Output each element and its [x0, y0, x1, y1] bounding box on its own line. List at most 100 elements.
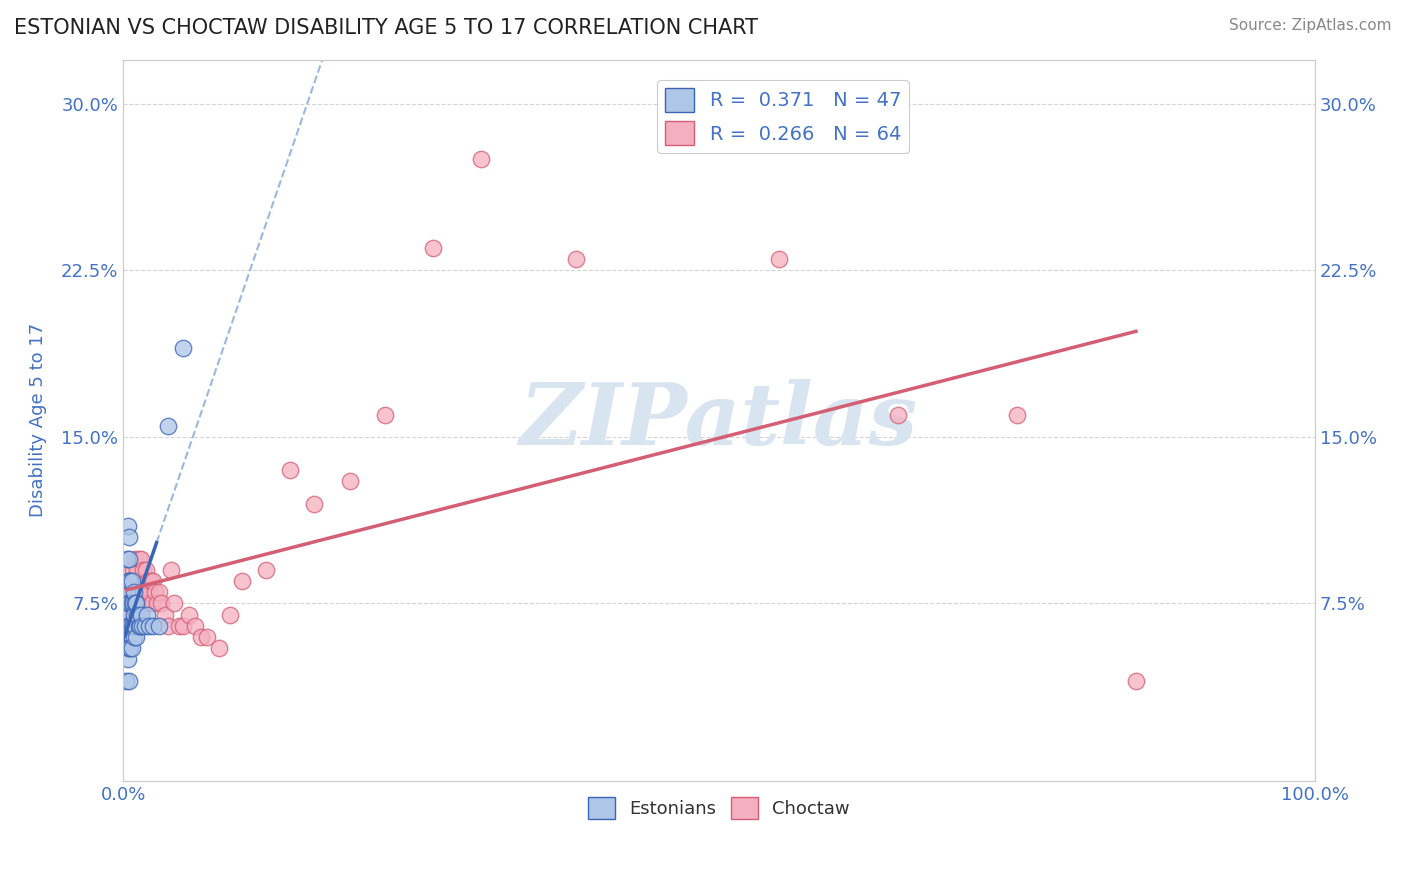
- Point: [118, 618, 141, 632]
- Text: Source: ZipAtlas.com: Source: ZipAtlas.com: [1229, 18, 1392, 33]
- Point: [125, 630, 148, 644]
- Point: [136, 607, 159, 622]
- Point: [117, 652, 139, 666]
- Point: [143, 585, 166, 599]
- Point: [150, 596, 173, 610]
- Point: [122, 607, 145, 622]
- Point: [302, 497, 325, 511]
- Point: [115, 585, 138, 599]
- Point: [190, 630, 212, 644]
- Point: [118, 530, 141, 544]
- Point: [122, 585, 145, 599]
- Point: [121, 618, 143, 632]
- Point: [121, 596, 143, 610]
- Point: [118, 574, 141, 589]
- Point: [121, 574, 143, 589]
- Point: [195, 630, 218, 644]
- Point: [145, 596, 167, 610]
- Point: [128, 552, 150, 566]
- Point: [148, 618, 170, 632]
- Point: [129, 596, 152, 610]
- Point: [172, 341, 194, 355]
- Point: [115, 607, 138, 622]
- Point: [139, 574, 162, 589]
- Point: [124, 585, 146, 599]
- Legend: Estonians, Choctaw: Estonians, Choctaw: [581, 789, 858, 826]
- Point: [121, 618, 143, 632]
- Point: [129, 607, 152, 622]
- Point: [135, 563, 157, 577]
- Point: [117, 574, 139, 589]
- Point: [128, 618, 150, 632]
- Point: [128, 574, 150, 589]
- Point: [1125, 674, 1147, 689]
- Point: [254, 563, 277, 577]
- Point: [160, 563, 183, 577]
- Point: [120, 618, 142, 632]
- Point: [118, 552, 141, 566]
- Point: [134, 585, 156, 599]
- Point: [120, 640, 142, 655]
- Point: [118, 585, 141, 599]
- Point: [141, 596, 163, 610]
- Point: [142, 618, 165, 632]
- Point: [136, 574, 159, 589]
- Point: [122, 574, 145, 589]
- Point: [374, 408, 396, 422]
- Point: [115, 618, 138, 632]
- Point: [121, 596, 143, 610]
- Point: [157, 418, 180, 433]
- Point: [183, 618, 205, 632]
- Point: [118, 640, 141, 655]
- Point: [131, 618, 153, 632]
- Text: ZIPatlas: ZIPatlas: [520, 378, 918, 462]
- Point: [142, 574, 165, 589]
- Point: [172, 618, 194, 632]
- Text: ESTONIAN VS CHOCTAW DISABILITY AGE 5 TO 17 CORRELATION CHART: ESTONIAN VS CHOCTAW DISABILITY AGE 5 TO …: [14, 18, 758, 37]
- Point: [124, 618, 146, 632]
- Point: [128, 585, 150, 599]
- Point: [121, 563, 143, 577]
- Point: [114, 618, 136, 632]
- Point: [153, 607, 176, 622]
- Point: [117, 596, 139, 610]
- Point: [163, 596, 186, 610]
- Point: [128, 618, 150, 632]
- Point: [339, 475, 361, 489]
- Point: [122, 607, 145, 622]
- Point: [177, 607, 200, 622]
- Point: [129, 552, 152, 566]
- Point: [115, 640, 138, 655]
- Point: [886, 408, 908, 422]
- Point: [117, 618, 139, 632]
- Point: [121, 618, 143, 632]
- Point: [219, 607, 242, 622]
- Point: [125, 596, 148, 610]
- Point: [124, 552, 146, 566]
- Point: [470, 153, 492, 167]
- Point: [120, 574, 142, 589]
- Point: [422, 241, 444, 255]
- Point: [167, 618, 190, 632]
- Point: [136, 596, 159, 610]
- Point: [121, 596, 143, 610]
- Point: [127, 596, 149, 610]
- Point: [207, 640, 229, 655]
- Point: [118, 618, 141, 632]
- Point: [157, 618, 180, 632]
- Point: [132, 563, 155, 577]
- Point: [138, 618, 160, 632]
- Point: [122, 630, 145, 644]
- Point: [1005, 408, 1028, 422]
- Point: [121, 585, 143, 599]
- Point: [127, 563, 149, 577]
- Point: [125, 607, 148, 622]
- Point: [127, 607, 149, 622]
- Point: [565, 252, 588, 267]
- Point: [134, 618, 156, 632]
- Point: [231, 574, 253, 589]
- Point: [118, 674, 141, 689]
- Y-axis label: Disability Age 5 to 17: Disability Age 5 to 17: [30, 323, 46, 517]
- Point: [114, 674, 136, 689]
- Point: [138, 585, 160, 599]
